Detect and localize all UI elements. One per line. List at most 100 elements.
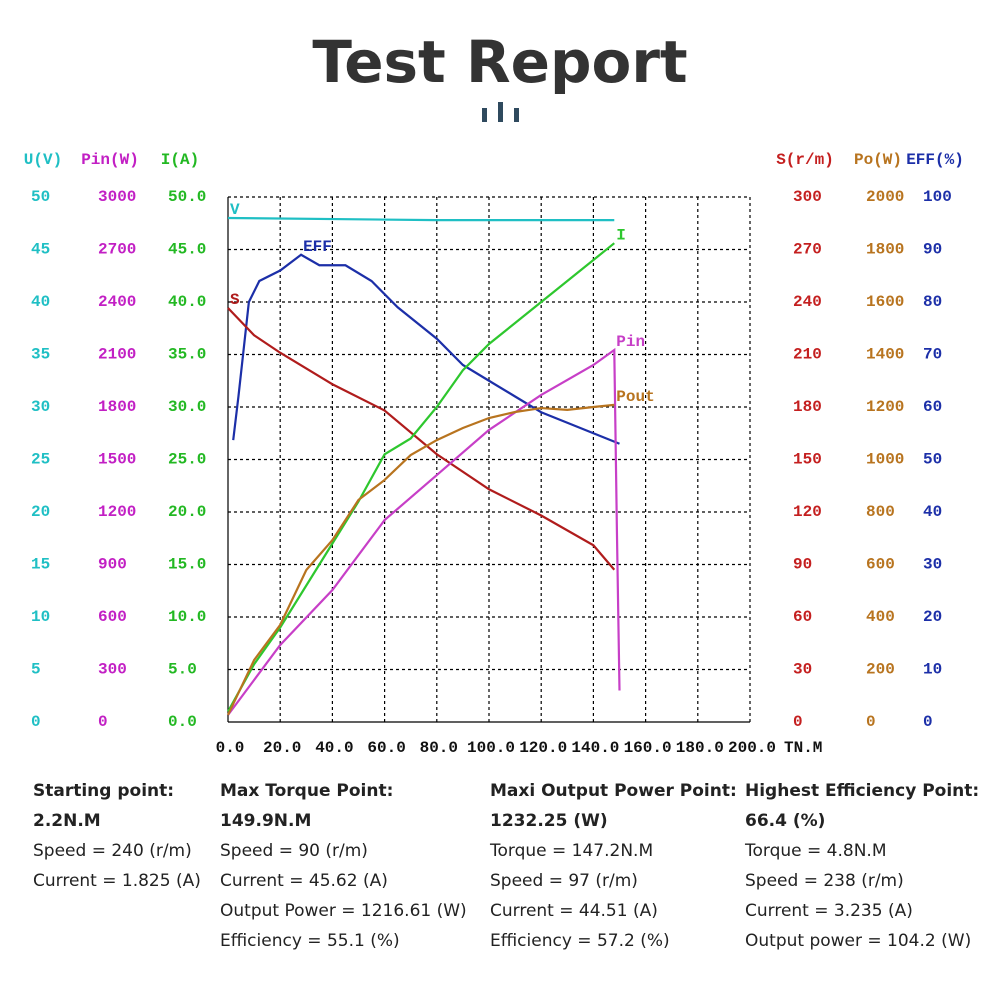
- y-tick-label: 30: [923, 556, 942, 574]
- y-tick-label: 10.0: [168, 608, 206, 626]
- y-tick-label: 15: [31, 556, 50, 574]
- y-tick-label: 90: [793, 556, 812, 574]
- stat-line: Output Power = 1216.61 (W): [220, 901, 467, 921]
- stat-line: Torque = 4.8N.M: [745, 841, 887, 861]
- y-tick-label: 150: [793, 451, 822, 469]
- y-tick-label: 60: [793, 608, 812, 626]
- stat-heading: 1232.25 (W): [490, 811, 608, 831]
- y-tick-label: 1800: [866, 241, 904, 259]
- y-tick-label: 30: [793, 661, 812, 679]
- x-tick-label: 180.0: [676, 739, 724, 757]
- series-line: [227, 403, 615, 716]
- y-tick-label: 0: [793, 713, 803, 731]
- series-label: EFF: [303, 238, 332, 256]
- y-axis-label: EFF(%): [906, 151, 964, 169]
- series-label: Pout: [616, 388, 654, 406]
- x-tick-label: 60.0: [367, 739, 405, 757]
- y-tick-label: 0: [923, 713, 933, 731]
- y-tick-label: 25: [31, 451, 50, 469]
- series-line: [227, 347, 621, 716]
- x-tick-label: 140.0: [571, 739, 619, 757]
- y-tick-label: 800: [866, 503, 895, 521]
- y-tick-label: 15.0: [168, 556, 206, 574]
- y-tick-label: 1800: [98, 398, 136, 416]
- stat-line: Current = 1.825 (A): [33, 871, 201, 891]
- stat-line: Speed = 90 (r/m): [220, 841, 368, 861]
- y-tick-label: 2400: [98, 293, 136, 311]
- stat-heading: 66.4 (%): [745, 811, 826, 831]
- y-tick-label: 50: [923, 451, 942, 469]
- y-tick-label: 5: [31, 661, 41, 679]
- y-tick-label: 20: [31, 503, 50, 521]
- y-tick-label: 45.0: [168, 241, 206, 259]
- y-tick-label: 30.0: [168, 398, 206, 416]
- y-tick-label: 300: [98, 661, 127, 679]
- stat-line: Torque = 147.2N.M: [490, 841, 654, 861]
- icon-bar: [498, 102, 503, 122]
- y-tick-label: 40: [923, 503, 942, 521]
- x-tick-label: 200.0: [728, 739, 776, 757]
- x-tick-label: 80.0: [420, 739, 458, 757]
- y-tick-label: 400: [866, 608, 895, 626]
- series-line: [227, 242, 615, 713]
- y-tick-label: 60: [923, 398, 942, 416]
- y-tick-label: 2700: [98, 241, 136, 259]
- y-tick-label: 0: [98, 713, 108, 731]
- y-tick-label: 5.0: [168, 661, 197, 679]
- y-tick-label: 1200: [98, 503, 136, 521]
- series-label: I: [616, 226, 626, 244]
- x-tick-label: 160.0: [624, 739, 672, 757]
- y-tick-label: 270: [793, 241, 822, 259]
- y-tick-label: 120: [793, 503, 822, 521]
- stat-line: Current = 44.51 (A): [490, 901, 658, 921]
- stat-heading: Starting point:: [33, 781, 175, 801]
- y-axis-label: Pin(W): [81, 151, 139, 169]
- stat-heading: 2.2N.M: [33, 811, 101, 831]
- y-tick-label: 600: [98, 608, 127, 626]
- y-tick-label: 50: [31, 188, 50, 206]
- y-tick-label: 90: [923, 241, 942, 259]
- y-tick-label: 45: [31, 241, 50, 259]
- y-tick-label: 35.0: [168, 346, 206, 364]
- y-axis-label: Po(W): [854, 151, 902, 169]
- y-tick-label: 25.0: [168, 451, 206, 469]
- icon-bar: [482, 108, 487, 122]
- y-tick-label: 180: [793, 398, 822, 416]
- y-axis-label: S(r/m): [776, 151, 834, 169]
- y-tick-label: 1200: [866, 398, 904, 416]
- y-tick-label: 0.0: [168, 713, 197, 731]
- y-tick-label: 2100: [98, 346, 136, 364]
- y-tick-label: 10: [923, 661, 942, 679]
- y-tick-label: 600: [866, 556, 895, 574]
- y-tick-label: 0: [31, 713, 41, 731]
- stat-line: Efficiency = 55.1 (%): [220, 931, 400, 951]
- x-axis-label: TN.M: [784, 739, 822, 757]
- y-tick-label: 1500: [98, 451, 136, 469]
- y-tick-label: 2000: [866, 188, 904, 206]
- series-label: V: [230, 201, 240, 219]
- y-tick-label: 1000: [866, 451, 904, 469]
- y-tick-label: 300: [793, 188, 822, 206]
- y-tick-label: 20: [923, 608, 942, 626]
- y-tick-label: 1600: [866, 293, 904, 311]
- y-tick-label: 1400: [866, 346, 904, 364]
- y-tick-label: 20.0: [168, 503, 206, 521]
- y-tick-label: 35: [31, 346, 50, 364]
- x-tick-label: 120.0: [519, 739, 567, 757]
- y-tick-label: 200: [866, 661, 895, 679]
- stat-line: Speed = 238 (r/m): [745, 871, 904, 891]
- y-tick-label: 210: [793, 346, 822, 364]
- stat-heading: Max Torque Point:: [220, 781, 394, 801]
- y-tick-label: 70: [923, 346, 942, 364]
- y-axis-label: U(V): [24, 151, 62, 169]
- y-tick-label: 30: [31, 398, 50, 416]
- y-axis-label: I(A): [161, 151, 199, 169]
- x-tick-label: 100.0: [467, 739, 515, 757]
- stat-heading: 149.9N.M: [220, 811, 312, 831]
- series-label: Pin: [616, 333, 645, 351]
- series-label: S: [230, 291, 240, 309]
- y-tick-label: 3000: [98, 188, 136, 206]
- title-icon: [482, 102, 519, 122]
- x-tick-label: 20.0: [263, 739, 301, 757]
